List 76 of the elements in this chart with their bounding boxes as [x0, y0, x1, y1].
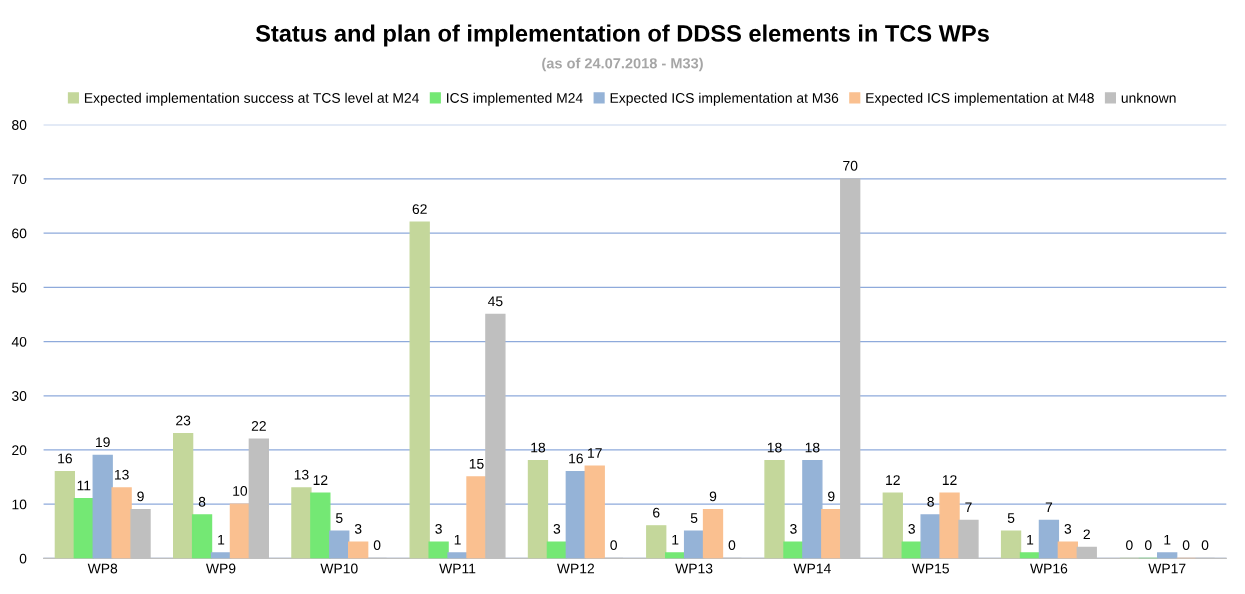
legend-label: ICS implemented M24: [447, 92, 583, 106]
x-tick-label: WP16: [1030, 563, 1068, 574]
data-label: 9: [137, 491, 144, 502]
y-tick-label: 40: [11, 336, 27, 347]
data-label: 19: [96, 437, 110, 448]
y-tick-label: 20: [12, 445, 27, 456]
data-label: 11: [77, 480, 91, 491]
legend-label: Expected ICS implementation at M36: [610, 92, 839, 106]
data-label: 7: [965, 502, 972, 512]
data-label: 1: [1027, 534, 1034, 545]
data-label: 3: [435, 523, 442, 534]
data-label: 45: [487, 296, 503, 307]
data-label: 12: [942, 475, 957, 485]
data-label: 18: [531, 442, 546, 453]
chart-subtitle: (as of 24.07.2018 - M33): [542, 57, 703, 72]
x-tick-label: WP12: [556, 563, 595, 574]
data-label: 9: [828, 491, 835, 502]
data-label: 22: [251, 420, 266, 431]
y-tick-label: 70: [12, 174, 27, 185]
data-label: 3: [1064, 523, 1072, 534]
data-label: 1: [1164, 534, 1171, 545]
data-label: 8: [198, 496, 206, 507]
data-label: 0: [373, 540, 381, 551]
data-label: 23: [176, 415, 191, 426]
data-label: 5: [335, 513, 343, 523]
data-label: 0: [1144, 540, 1152, 551]
x-tick-label: WP11: [439, 563, 476, 574]
y-tick-label: 10: [12, 499, 27, 510]
data-label: 18: [805, 442, 820, 453]
x-tick-label: WP8: [87, 563, 118, 574]
data-label: 7: [1045, 502, 1053, 512]
data-label: 5: [690, 513, 698, 523]
y-tick-label: 50: [12, 282, 27, 293]
data-label: 1: [218, 534, 225, 545]
y-tick-label: 0: [19, 553, 27, 564]
data-label: 0: [1182, 540, 1190, 551]
legend-label: Expected ICS implementation at M48: [866, 92, 1094, 106]
data-label: 13: [294, 469, 309, 480]
y-tick-label: 80: [12, 120, 27, 130]
data-label: 1: [672, 534, 679, 545]
data-label: 16: [58, 453, 72, 464]
x-tick-label: WP14: [793, 563, 831, 574]
legend-label: unknown: [1121, 92, 1176, 103]
x-tick-label: WP17: [1148, 563, 1186, 574]
data-label: 10: [233, 486, 248, 496]
y-tick-label: 30: [11, 391, 27, 401]
data-label: 0: [1201, 540, 1209, 551]
data-label: 16: [569, 453, 583, 464]
data-label: 0: [610, 540, 617, 551]
data-label: 3: [908, 523, 915, 534]
data-label: 6: [653, 507, 660, 518]
legend-label: Expected implementation success at TCS level at M24: [84, 92, 419, 106]
data-label: 18: [767, 442, 782, 453]
x-tick-label: WP13: [675, 563, 713, 574]
data-label: 5: [1007, 513, 1015, 523]
y-tick-label: 60: [12, 228, 27, 239]
data-label: 13: [114, 469, 129, 480]
data-label: 15: [469, 459, 484, 469]
data-label: 8: [927, 496, 934, 507]
chart-title: Status and plan of implementation of DDSS elements in TCS WPs: [255, 24, 989, 47]
data-label: 0: [728, 540, 736, 551]
data-label: 0: [1126, 540, 1133, 551]
data-label: 70: [843, 160, 858, 171]
data-label: 3: [553, 523, 561, 534]
data-label: 62: [412, 204, 427, 214]
data-label: 3: [790, 523, 797, 534]
data-label: 2: [1083, 529, 1090, 540]
x-tick-label: WP10: [320, 563, 358, 574]
x-tick-label: WP9: [206, 563, 236, 574]
data-label: 9: [709, 491, 717, 502]
data-label: 12: [313, 475, 328, 485]
x-tick-label: WP15: [911, 563, 949, 574]
data-label: 17: [588, 448, 602, 458]
data-label: 3: [354, 523, 362, 534]
data-label: 1: [454, 534, 461, 545]
data-label: 12: [886, 475, 900, 485]
